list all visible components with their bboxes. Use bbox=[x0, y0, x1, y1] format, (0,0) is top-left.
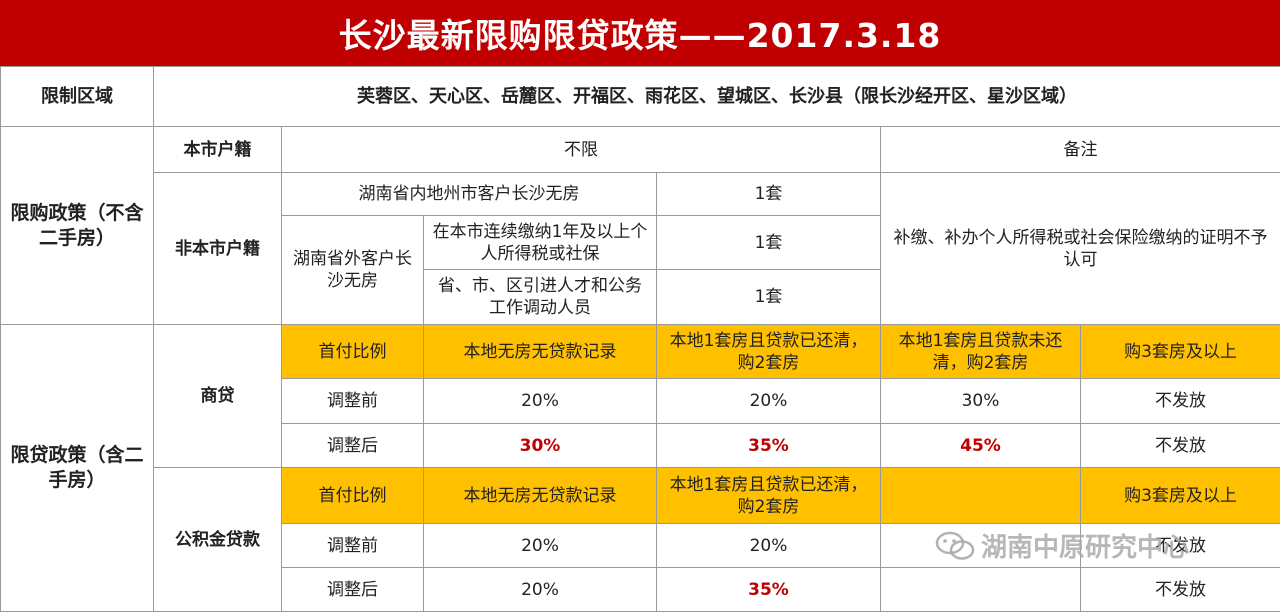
table-cell: 调整前 bbox=[281, 523, 424, 568]
table-cell: 购3套房及以上 bbox=[1079, 324, 1280, 379]
table-cell: 首付比例 bbox=[281, 467, 424, 524]
talent-row: 省、市、区引进人才和公务工作调动人员 1套 bbox=[1, 269, 1280, 325]
purchase-remark: 补缴、补办个人所得税或社会保险缴纳的证明不予认可 bbox=[879, 172, 1280, 325]
fund-loan-label: 公积金贷款 bbox=[153, 467, 282, 612]
table-cell: 20% bbox=[656, 523, 881, 568]
fund-after-row: 调整后 20% 35% 不发放 bbox=[1, 567, 1280, 612]
watermark: 湖南中原研究中心 bbox=[935, 527, 1189, 564]
table-cell: 调整后 bbox=[281, 567, 424, 612]
table-cell: 20% bbox=[656, 378, 881, 424]
table-cell: 本地1套房且贷款已还清，购2套房 bbox=[656, 467, 881, 524]
local-row: 限购政策（不含二手房） 本市户籍 不限 备注 bbox=[0, 126, 1280, 325]
table-cell bbox=[880, 567, 1081, 612]
tax-condition: 在本市连续缴纳1年及以上个人所得税或社保 bbox=[423, 215, 657, 270]
table-cell: 本地1套房且贷款未还清，购2套房 bbox=[880, 324, 1081, 379]
local-household-value: 不限 bbox=[281, 126, 881, 173]
region-row: 限制区域 芙蓉区、天心区、岳麓区、开福区、雨花区、望城区、长沙县（限长沙经开区、… bbox=[0, 66, 1280, 127]
loan-policy-label: 限贷政策（含二手房） bbox=[0, 324, 154, 612]
tax-quota: 1套 bbox=[656, 215, 881, 270]
watermark-text: 湖南中原研究中心 bbox=[981, 533, 1190, 563]
wechat-icon bbox=[935, 531, 975, 560]
remark-header: 备注 bbox=[879, 126, 1280, 173]
talent-condition: 省、市、区引进人才和公务工作调动人员 bbox=[423, 269, 657, 325]
in-province-condition: 湖南省内地州市客户长沙无房 bbox=[281, 172, 657, 216]
in-province-row: 非本市户籍 湖南省内地州市客户长沙无房 1套 补缴、补办个人所得税或社会保险缴纳… bbox=[1, 172, 1280, 325]
table-cell: 本地无房无贷款记录 bbox=[423, 467, 657, 524]
local-household-label: 本市户籍 bbox=[153, 126, 282, 173]
policy-table: 限制区域 芙蓉区、天心区、岳麓区、开福区、雨花区、望城区、长沙县（限长沙经开区、… bbox=[0, 66, 1280, 612]
table-cell: 调整后 bbox=[281, 423, 424, 468]
table-cell: 本地无房无贷款记录 bbox=[423, 324, 657, 379]
table-cell: 本地1套房且贷款已还清，购2套房 bbox=[656, 324, 881, 379]
tax-row: 湖南省外客户长沙无房 在本市连续缴纳1年及以上个人所得税或社保 1套 bbox=[1, 215, 1280, 325]
region-label: 限制区域 bbox=[0, 66, 154, 127]
table-cell: 不发放 bbox=[1079, 523, 1280, 568]
table-cell bbox=[880, 467, 1081, 524]
table-cell: 购3套房及以上 bbox=[1079, 467, 1280, 524]
table-cell: 30% bbox=[423, 423, 657, 468]
region-value: 芙蓉区、天心区、岳麓区、开福区、雨花区、望城区、长沙县（限长沙经开区、星沙区域） bbox=[152, 66, 1280, 127]
table-cell: 不发放 bbox=[1079, 423, 1280, 468]
commercial-after-row: 调整后 30% 35% 45% 不发放 bbox=[1, 423, 1280, 468]
table-cell: 45% bbox=[880, 423, 1081, 468]
table-cell bbox=[880, 523, 1081, 568]
talent-quota: 1套 bbox=[656, 269, 881, 325]
table-cell: 调整前 bbox=[281, 378, 424, 424]
fund-header-row: 公积金贷款 首付比例 本地无房无贷款记录 本地1套房且贷款已还清，购2套房 购3… bbox=[1, 467, 1280, 612]
in-province-quota: 1套 bbox=[656, 172, 881, 216]
table-cell: 首付比例 bbox=[281, 324, 424, 379]
table-cell: 20% bbox=[423, 523, 657, 568]
commercial-header-row: 限贷政策（含二手房） 商贷 首付比例 本地无房无贷款记录 本地1套房且贷款已还清… bbox=[0, 324, 1280, 612]
commercial-before-row: 调整前 20% 20% 30% 不发放 bbox=[1, 378, 1280, 424]
fund-before-row: 调整前 20% 20% 不发放 bbox=[1, 523, 1280, 568]
out-province-label: 湖南省外客户长沙无房 bbox=[281, 215, 424, 325]
table-cell: 35% bbox=[656, 423, 881, 468]
table-cell: 不发放 bbox=[1079, 378, 1280, 424]
purchase-policy-label: 限购政策（不含二手房） bbox=[0, 126, 154, 325]
table-cell: 35% bbox=[656, 567, 881, 612]
table-cell: 不发放 bbox=[1079, 567, 1280, 612]
commercial-loan-label: 商贷 bbox=[153, 324, 282, 468]
table-cell: 30% bbox=[880, 378, 1081, 424]
page-title: 长沙最新限购限贷政策——2017.3.18 bbox=[0, 0, 1280, 66]
table-cell: 20% bbox=[423, 567, 657, 612]
table-cell: 20% bbox=[423, 378, 657, 424]
nonlocal-household-label: 非本市户籍 bbox=[153, 172, 282, 325]
